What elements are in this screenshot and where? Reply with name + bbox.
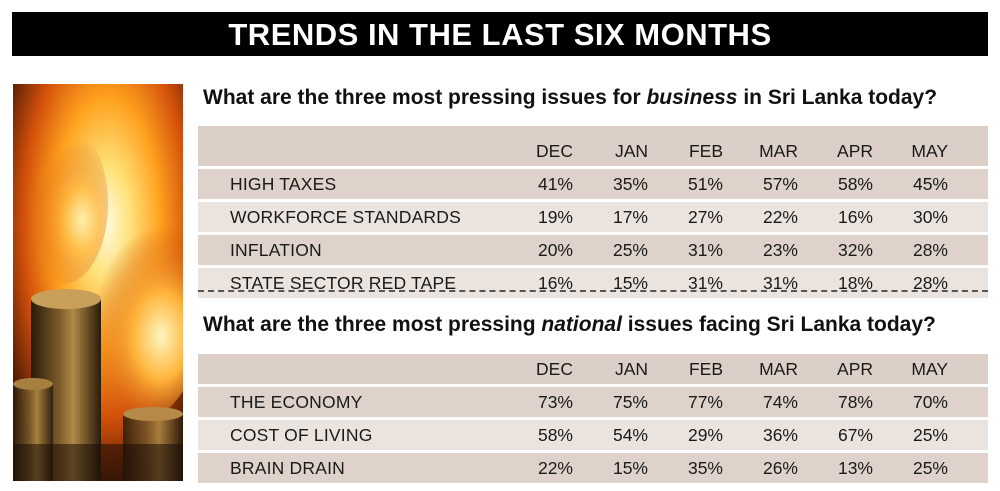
cell-value: 28% [873,235,948,265]
national-issues-table: DEC JAN FEB MAR APR MAY THE ECONOMY 73% … [198,354,988,483]
page-banner-title: TRENDS IN THE LAST SIX MONTHS [12,12,988,56]
national-question: What are the three most pressing nationa… [203,313,936,336]
table-row: INFLATION 20% 25% 31% 23% 32% 28% [198,235,988,265]
cell-value: 18% [798,268,873,298]
row-label: THE ECONOMY [198,387,498,417]
month-header: APR [798,354,873,384]
cell-value: 31% [723,268,798,298]
cell-value: 51% [648,169,723,199]
month-header: FEB [648,354,723,384]
table-row: COST OF LIVING 58% 54% 29% 36% 67% 25% [198,420,988,450]
cell-value: 25% [873,453,948,483]
cell-value: 22% [723,202,798,232]
fire-coins-image [13,84,183,481]
cell-value: 78% [798,387,873,417]
month-header: JAN [573,354,648,384]
month-header: FEB [648,136,723,166]
cell-value: 19% [498,202,573,232]
cell-value: 15% [573,268,648,298]
cell-value: 25% [573,235,648,265]
cell-value: 26% [723,453,798,483]
cell-value: 58% [798,169,873,199]
row-label: INFLATION [198,235,498,265]
cell-value: 22% [498,453,573,483]
cell-value: 57% [723,169,798,199]
table-row: HIGH TAXES 41% 35% 51% 57% 58% 45% [198,169,988,199]
cell-value: 45% [873,169,948,199]
cell-value: 36% [723,420,798,450]
table-header-row: DEC JAN FEB MAR APR MAY [198,136,988,166]
cell-value: 15% [573,453,648,483]
table-row: BRAIN DRAIN 22% 15% 35% 26% 13% 25% [198,453,988,483]
row-label: COST OF LIVING [198,420,498,450]
row-label: HIGH TAXES [198,169,498,199]
month-header: MAY [873,354,948,384]
table-row: STATE SECTOR RED TAPE 16% 15% 31% 31% 18… [198,268,988,298]
business-issues-table: DEC JAN FEB MAR APR MAY HIGH TAXES 41% 3… [198,126,988,298]
cell-value: 13% [798,453,873,483]
cell-value: 16% [498,268,573,298]
cell-value: 75% [573,387,648,417]
month-header: DEC [498,354,573,384]
month-header: MAY [873,136,948,166]
cell-value: 35% [573,169,648,199]
row-label: STATE SECTOR RED TAPE [198,268,498,298]
month-header: DEC [498,136,573,166]
cell-value: 77% [648,387,723,417]
cell-value: 30% [873,202,948,232]
cell-value: 20% [498,235,573,265]
cell-value: 70% [873,387,948,417]
cell-value: 16% [798,202,873,232]
row-label: BRAIN DRAIN [198,453,498,483]
cell-value: 25% [873,420,948,450]
row-label: WORKFORCE STANDARDS [198,202,498,232]
month-header: APR [798,136,873,166]
cell-value: 67% [798,420,873,450]
cell-value: 41% [498,169,573,199]
cell-value: 73% [498,387,573,417]
cell-value: 31% [648,268,723,298]
cell-value: 27% [648,202,723,232]
cell-value: 58% [498,420,573,450]
cell-value: 28% [873,268,948,298]
cell-value: 17% [573,202,648,232]
month-header: MAR [723,354,798,384]
cell-value: 35% [648,453,723,483]
month-header: JAN [573,136,648,166]
cell-value: 23% [723,235,798,265]
table-header-row: DEC JAN FEB MAR APR MAY [198,354,988,384]
cell-value: 54% [573,420,648,450]
cell-value: 29% [648,420,723,450]
business-question: What are the three most pressing issues … [203,86,938,109]
cell-value: 31% [648,235,723,265]
table-row: THE ECONOMY 73% 75% 77% 74% 78% 70% [198,387,988,417]
cell-value: 74% [723,387,798,417]
section-divider [198,290,988,292]
fire-coins-illustration [13,84,183,481]
cell-value: 32% [798,235,873,265]
month-header: MAR [723,136,798,166]
table-row: WORKFORCE STANDARDS 19% 17% 27% 22% 16% … [198,202,988,232]
